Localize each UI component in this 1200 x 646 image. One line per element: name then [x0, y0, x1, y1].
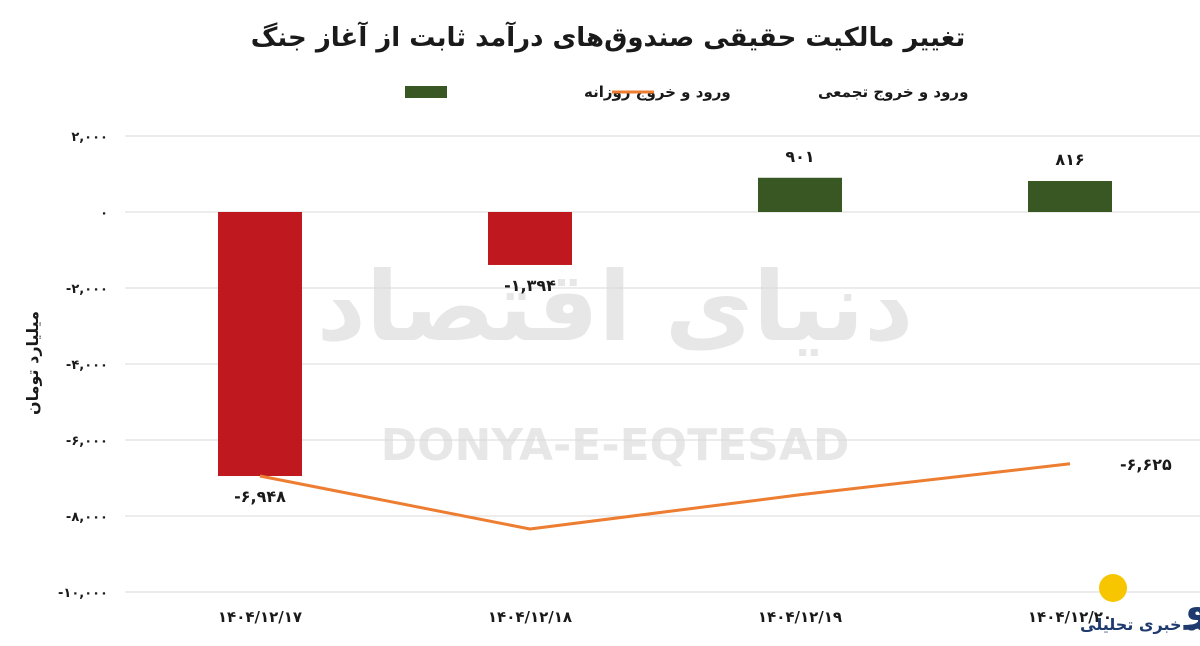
bars [218, 177, 1112, 477]
x-axis-categories: ۱۴۰۴/۱۲/۱۷ ۱۴۰۴/۱۲/۱۸ ۱۴۰۴/۱۲/۱۹ ۱۴۰۴/۱۲/۲۰ [218, 608, 1112, 626]
x-category-label: ۱۴۰۴/۱۲/۱۹ [758, 608, 842, 626]
logo: روزنو پایگاه خبری تحلیلی [1080, 574, 1200, 635]
gridlines [125, 135, 1200, 593]
y-tick-label: -۲,۰۰۰ [66, 282, 108, 297]
y-tick-label: -۸,۰۰۰ [66, 510, 108, 525]
bar [218, 212, 302, 477]
bar [758, 177, 842, 212]
watermark-latin: DONYA-E-EQTESAD [381, 420, 850, 471]
bar [1028, 180, 1112, 212]
y-tick-label: ۰ [100, 206, 108, 221]
chart-title: تغییر مالکیت حقیقی صندوق‌های درآمد ثابت … [251, 21, 965, 53]
logo-sun [1099, 574, 1127, 602]
data-labels: -۶,۹۴۸ -۱,۳۹۴ ۹۰۱ ۸۱۶ -۶,۶۲۵ [234, 147, 1172, 506]
y-tick-label: -۶,۰۰۰ [66, 434, 108, 449]
y-tick-label: -۴,۰۰۰ [66, 358, 108, 373]
watermark-persian: دنیای اقتصاد [317, 251, 914, 363]
legend-label-daily: ورود و خروج روزانه [584, 83, 731, 101]
watermark: دنیای اقتصاد DONYA-E-EQTESAD [317, 251, 914, 471]
bar [488, 212, 572, 265]
y-tick-label: -۱۰,۰۰۰ [58, 586, 108, 601]
legend: ورود و خروج روزانه ورود و خروج تجمعی [405, 83, 968, 101]
x-category-label: ۱۴۰۴/۱۲/۲۰ [1028, 608, 1112, 626]
bar-data-label: ۸۱۶ [1055, 150, 1084, 169]
bar-data-label: -۶,۹۴۸ [234, 487, 286, 506]
legend-label-cumulative: ورود و خروج تجمعی [818, 83, 968, 101]
bar-data-label: -۱,۳۹۴ [504, 276, 556, 295]
cumulative-line [259, 462, 1071, 531]
logo-wordmark: روزنو [1183, 584, 1200, 630]
x-category-label: ۱۴۰۴/۱۲/۱۷ [218, 608, 302, 626]
logo-tagline: پایگاه خبری تحلیلی [1080, 615, 1200, 635]
cumulative-line-path [259, 462, 1071, 531]
bar-data-label: ۹۰۱ [785, 147, 814, 166]
y-axis-label: میلیارد تومان [23, 311, 42, 415]
legend-swatch-daily [405, 86, 447, 98]
y-axis-ticks: ۲,۰۰۰ ۰ -۲,۰۰۰ -۴,۰۰۰ -۶,۰۰۰ -۸,۰۰۰ -۱۰,۰۰۰ [58, 130, 108, 601]
line-data-label: -۶,۶۲۵ [1120, 455, 1172, 474]
y-tick-label: ۲,۰۰۰ [71, 130, 108, 145]
x-category-label: ۱۴۰۴/۱۲/۱۸ [488, 608, 572, 626]
